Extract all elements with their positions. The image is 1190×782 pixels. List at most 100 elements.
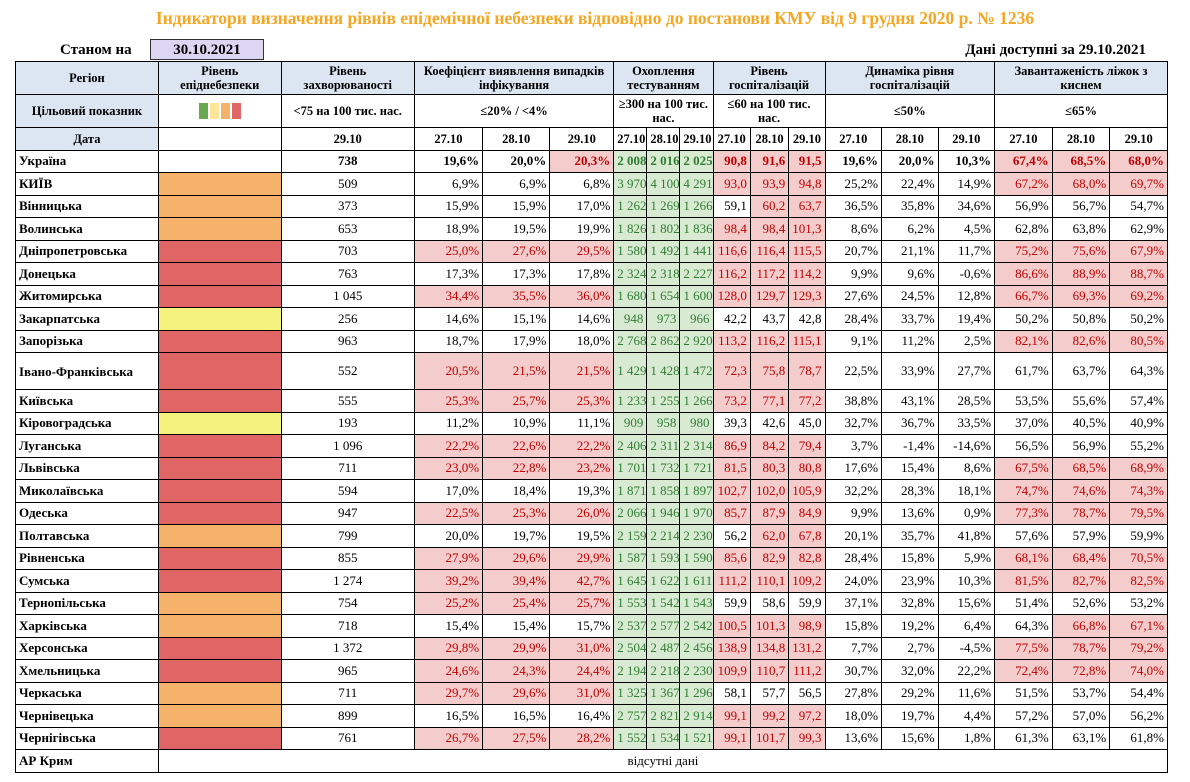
region-name: Сумська — [15, 569, 159, 593]
table-row: Хмельницька 965 24,6% 24,3% 24,4% 2 194 2 218 2… — [15, 659, 1168, 683]
hospitalization-value: 84,9 — [788, 501, 826, 525]
testing-value: 1 534 — [646, 726, 681, 750]
hosp-dynamics-value: 27,6% — [824, 284, 883, 308]
hosp-dynamics-value: 27,7% — [937, 352, 996, 390]
oxygen-beds-value: 88,9% — [1051, 262, 1111, 286]
detection-value: 6,9% — [413, 172, 484, 196]
testing-value: 3 970 — [613, 172, 648, 196]
detection-value: 39,4% — [482, 569, 551, 593]
hospitalization-value: 56,2 — [712, 524, 751, 548]
hospitalization-value: 113,2 — [712, 329, 751, 353]
region-name: Миколаївська — [15, 479, 159, 503]
oxygen-beds-value: 57,0% — [1051, 704, 1111, 728]
hosp-dynamics-value: 10,3% — [937, 149, 996, 173]
oxygen-beds-value: 80,5% — [1109, 329, 1168, 353]
testing-value: 1 269 — [646, 194, 681, 218]
oxygen-beds-value: 74,3% — [1109, 479, 1168, 503]
hosp-dynamics-value: 9,9% — [824, 501, 883, 525]
hospitalization-value: 115,5 — [788, 239, 826, 263]
hosp-dynamics-value: 11,6% — [937, 681, 996, 705]
testing-value: 2 016 — [646, 149, 681, 173]
incidence-value: 594 — [280, 479, 415, 503]
hosp-dynamics-value: 25,2% — [824, 172, 883, 196]
incidence-value: 947 — [280, 501, 415, 525]
date-label: Дата — [15, 127, 159, 151]
oxygen-beds-value: 81,5% — [994, 569, 1053, 593]
testing-value: 1 580 — [613, 239, 648, 263]
detection-value: 29,6% — [482, 546, 551, 570]
level-cell — [157, 262, 282, 286]
table-row: Волинська 653 18,9% 19,5% 19,9% 1 826 1 802 1 8… — [15, 217, 1168, 241]
detection-value: 24,6% — [413, 659, 484, 683]
oxygen-beds-value: 70,5% — [1109, 546, 1168, 570]
detection-value: 24,4% — [549, 659, 615, 683]
oxygen-beds-value: 68,4% — [1051, 546, 1111, 570]
detection-value: 31,0% — [549, 636, 615, 660]
detection-value: 29,8% — [413, 636, 484, 660]
oxygen-beds-value: 67,2% — [994, 172, 1053, 196]
oxygen-beds-value: 66,8% — [1051, 614, 1111, 638]
testing-value: 1 836 — [679, 217, 714, 241]
hosp-dynamics-value: 7,7% — [824, 636, 883, 660]
hospitalization-value: 59,9 — [788, 591, 826, 615]
level-cell — [157, 456, 282, 480]
oxygen-beds-value: 50,2% — [994, 307, 1053, 331]
detection-value: 29,6% — [482, 681, 551, 705]
testing-value: 1 721 — [679, 456, 714, 480]
hospitalization-value: 75,8 — [749, 352, 790, 390]
detection-value: 17,0% — [413, 479, 484, 503]
oxygen-beds-value: 51,4% — [994, 591, 1053, 615]
hosp-dynamics-value: 15,6% — [937, 591, 996, 615]
hosp-dynamics-value: 28,4% — [824, 546, 883, 570]
hospitalization-value: 82,8 — [788, 546, 826, 570]
hosp-dynamics-value: 19,6% — [824, 149, 883, 173]
detection-value: 19,6% — [413, 149, 484, 173]
table-row: Сумська 1 274 39,2% 39,4% 42,7% 1 645 1 622 1 6… — [15, 569, 1168, 593]
detection-value: 22,8% — [482, 456, 551, 480]
hospitalization-value: 93,9 — [749, 172, 790, 196]
hosp-dynamics-value: 19,2% — [881, 614, 939, 638]
oxygen-beds-value: 55,6% — [1051, 389, 1111, 413]
testing-value: 1 897 — [679, 479, 714, 503]
testing-value: 1 429 — [613, 352, 648, 390]
date-detection-3: 29.10 — [549, 127, 615, 151]
testing-value: 980 — [679, 411, 714, 435]
hospitalization-value: 59,9 — [712, 591, 751, 615]
hospitalization-value: 42,2 — [712, 307, 751, 331]
oxygen-beds-value: 40,5% — [1051, 411, 1111, 435]
hosp-dynamics-value: 15,8% — [881, 546, 939, 570]
detection-value: 19,3% — [549, 479, 615, 503]
testing-value: 1 472 — [679, 352, 714, 390]
hospitalization-value: 93,0 — [712, 172, 751, 196]
oxygen-beds-value: 69,3% — [1051, 284, 1111, 308]
hosp-dynamics-value: 13,6% — [824, 726, 883, 750]
as-of-label: Станом на — [60, 42, 132, 58]
date-hosp-2: 28.10 — [749, 127, 790, 151]
detection-value: 21,5% — [482, 352, 551, 390]
testing-value: 2 862 — [646, 329, 681, 353]
oxygen-beds-value: 57,9% — [1051, 524, 1111, 548]
oxygen-beds-value: 82,6% — [1051, 329, 1111, 353]
table-row: Полтавська 799 20,0% 19,7% 19,5% 2 159 2 214 2 … — [15, 524, 1168, 548]
hosp-dynamics-value: 30,7% — [824, 659, 883, 683]
oxygen-beds-value: 74,7% — [994, 479, 1053, 503]
hospitalization-value: 111,2 — [788, 659, 826, 683]
hospitalization-value: 101,3 — [788, 217, 826, 241]
hospitalization-value: 90,8 — [712, 149, 751, 173]
hosp-dynamics-value: 13,6% — [881, 501, 939, 525]
oxygen-beds-value: 75,6% — [1051, 239, 1111, 263]
detection-value: 17,0% — [549, 194, 615, 218]
detection-value: 25,3% — [549, 389, 615, 413]
crimea-row: АР Крим відсутні дані — [15, 749, 1169, 773]
detection-value: 15,4% — [413, 614, 484, 638]
table-row: Миколаївська 594 17,0% 18,4% 19,3% 1 871 1 858… — [15, 479, 1168, 503]
table-row: Вінницька 373 15,9% 15,9% 17,0% 1 262 1 269 1 2… — [15, 194, 1168, 218]
incidence-value: 256 — [280, 307, 415, 331]
hospitalization-value: 72,3 — [712, 352, 751, 390]
table-row: КИЇВ 509 6,9% 6,9% 6,8% 3 970 4 100 4 291 93,0 93… — [15, 172, 1168, 196]
level-cell — [157, 636, 282, 660]
hospitalization-value: 115,1 — [788, 329, 826, 353]
testing-value: 1 441 — [679, 239, 714, 263]
detection-value: 23,0% — [413, 456, 484, 480]
level-cell — [157, 659, 282, 683]
